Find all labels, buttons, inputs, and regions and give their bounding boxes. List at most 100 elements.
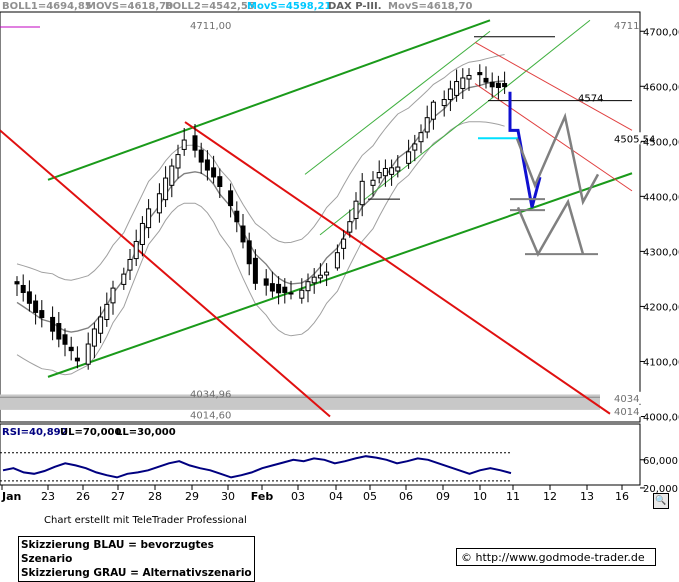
ma-line — [16, 80, 505, 333]
red-subchannel-lower — [474, 83, 633, 192]
x-tick-label: 26 — [76, 490, 90, 503]
red-channel-short — [184, 121, 611, 415]
candle-body — [406, 151, 412, 164]
candle-body — [246, 240, 252, 265]
price-label: 4014,60 — [190, 410, 231, 421]
rsi-tick-label: 20,000 — [643, 484, 678, 495]
candle-body — [104, 303, 110, 321]
chart-credit: Chart erstellt mit TeleTrader Profession… — [44, 515, 247, 526]
header-movs2: MovS=4598,21 — [247, 1, 332, 12]
candle-body — [276, 283, 282, 294]
candle-body — [20, 284, 26, 293]
candle-body — [317, 274, 323, 279]
x-tick-label: 16 — [615, 490, 629, 503]
candle-body — [74, 357, 80, 362]
rsi-line: 60,000 20,000 — [0, 452, 678, 495]
candle-body — [263, 278, 269, 286]
price-label: 4034 — [614, 394, 639, 405]
scenario-alternative-upper — [515, 112, 600, 206]
red-subchannel-upper — [474, 41, 633, 131]
header-movs1: MOVS=4618,70 — [86, 1, 173, 12]
price-labels: 4711,00 4711 4574 4505,54 4034,96 4014,60 4034… — [190, 21, 655, 421]
candle-body — [353, 200, 359, 219]
header-boll2: BOLL2=4542,55 — [165, 1, 255, 12]
scenario-preferred-path — [508, 91, 542, 208]
y-tick-label: 4300,00 — [643, 247, 679, 258]
price-label: 4574 — [578, 94, 603, 105]
scenario-legend: Skizzierung BLAU = bevorzugtes Szenario … — [18, 536, 255, 582]
lower-band — [16, 121, 505, 376]
y-tick-label: 4700,00 — [643, 27, 679, 38]
candle-body — [110, 287, 116, 304]
x-tick-label: 30 — [221, 490, 235, 503]
candle-body — [240, 225, 246, 243]
price-label: 4014 — [614, 407, 639, 418]
candle-body — [454, 81, 460, 96]
candle-body — [299, 289, 305, 299]
x-axis: Jan 23 26 27 28 29 30 Feb 03 04 05 06 09 10 11 12 13 16 — [1, 485, 629, 503]
price-label-bg — [613, 404, 641, 417]
x-tick-label: 29 — [185, 490, 199, 503]
candle-body — [460, 77, 466, 89]
candle-body — [447, 88, 453, 101]
candle-body — [288, 292, 294, 295]
candle-body — [62, 334, 68, 345]
candle-body — [347, 221, 353, 233]
candle-body — [282, 286, 288, 293]
candle-body — [192, 135, 198, 151]
green-subchannel-upper — [304, 30, 491, 175]
candle-body — [204, 159, 210, 171]
y-tick-label: 4500,00 — [643, 137, 679, 148]
green-channel-lower — [47, 172, 633, 378]
y-tick-label: 4000,00 — [643, 412, 679, 423]
upper-band — [16, 54, 505, 281]
candle-body — [198, 149, 204, 163]
price-label: 4711,00 — [190, 21, 231, 32]
x-tick-label: 23 — [41, 490, 55, 503]
candle-body — [169, 165, 175, 186]
candle-body — [412, 143, 418, 151]
y-tick-label: 4400,00 — [643, 192, 679, 203]
candle-body — [228, 190, 234, 207]
x-tick-label: 11 — [506, 490, 520, 503]
y-tick-label: 4600,00 — [643, 82, 679, 93]
main-plot-frame — [0, 11, 641, 423]
rsi-header-ul: UL=70,000 — [60, 427, 122, 438]
candle-body — [181, 139, 187, 150]
x-tick-label: 13 — [580, 490, 594, 503]
y-tick-label: 4100,00 — [643, 357, 679, 368]
moving-average — [16, 80, 505, 333]
candle-body — [324, 271, 330, 276]
candle-body — [14, 281, 20, 285]
candle-body — [211, 167, 217, 178]
candle-body — [269, 283, 275, 292]
magnifier-icon[interactable]: 🔍 — [653, 493, 669, 509]
candles — [14, 64, 508, 370]
x-tick-label: Jan — [1, 490, 21, 503]
candle-body — [424, 117, 430, 133]
candle-body — [483, 77, 489, 83]
x-tick-label: 28 — [148, 490, 162, 503]
source-url[interactable]: © http://www.godmode-trader.de — [456, 548, 656, 566]
x-tick-label: 04 — [329, 490, 343, 503]
candle-body — [91, 328, 97, 347]
candle-body — [477, 72, 483, 76]
legend-blue: Skizzierung BLAU = bevorzugtes Szenario — [21, 539, 214, 565]
red-channel-long — [0, 129, 331, 418]
rsi-frame — [0, 423, 641, 486]
candle-body — [395, 166, 401, 172]
candle-body — [418, 132, 424, 143]
candle-body — [341, 238, 347, 249]
candle-body — [495, 82, 501, 89]
price-label: 4034,96 — [190, 389, 231, 400]
y-axis: 4000,00 4100,00 4200,00 4300,00 4400,00 4500,… — [640, 27, 679, 423]
x-tick-label: 05 — [363, 490, 377, 503]
trend-channels — [0, 19, 633, 418]
candle-body — [33, 300, 39, 313]
rsi-header-value: RSI=40,892 — [2, 427, 68, 438]
support-zone — [0, 394, 600, 410]
bollinger-bands — [16, 54, 505, 376]
candle-body — [382, 167, 388, 177]
candle-body — [127, 258, 133, 271]
candle-body — [146, 208, 152, 229]
